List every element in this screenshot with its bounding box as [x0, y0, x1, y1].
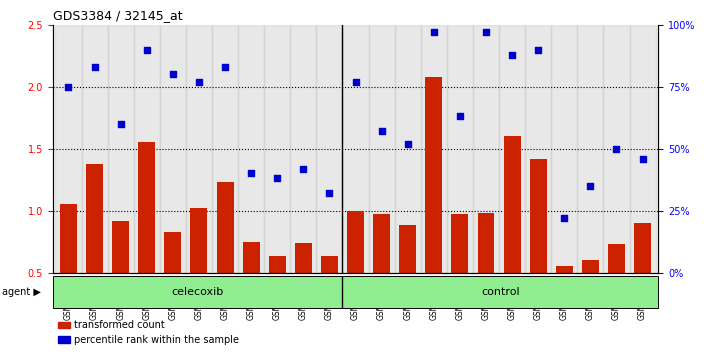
Bar — [53, 276, 342, 308]
Bar — [525, 25, 551, 273]
Bar — [160, 25, 186, 273]
Bar — [451, 215, 468, 273]
Bar — [499, 25, 525, 273]
Point — [298, 166, 309, 171]
Bar — [629, 25, 655, 273]
Point — [428, 29, 439, 35]
Bar — [186, 25, 212, 273]
Point — [376, 129, 387, 134]
Bar — [421, 25, 447, 273]
Bar — [86, 164, 103, 273]
Bar — [373, 215, 390, 273]
Point — [402, 141, 413, 147]
Point — [506, 52, 517, 57]
Point — [559, 215, 570, 221]
Bar — [134, 25, 160, 273]
Bar — [212, 25, 238, 273]
Bar — [529, 159, 547, 273]
Bar — [243, 242, 260, 273]
Bar — [347, 211, 364, 273]
Bar — [582, 260, 599, 273]
Bar — [217, 182, 234, 273]
Bar — [108, 25, 134, 273]
Bar — [264, 25, 290, 273]
Bar — [60, 205, 77, 273]
Bar — [634, 223, 651, 273]
Bar — [369, 25, 395, 273]
Point — [141, 47, 152, 52]
Bar — [342, 25, 369, 273]
Bar — [342, 276, 658, 308]
Bar — [238, 25, 264, 273]
Bar — [425, 77, 442, 273]
Point — [480, 29, 491, 35]
Bar — [477, 213, 494, 273]
Text: control: control — [481, 287, 520, 297]
Bar — [316, 25, 342, 273]
Bar — [503, 136, 520, 273]
Point — [115, 121, 126, 127]
Point — [637, 156, 648, 161]
Bar — [603, 25, 629, 273]
Point — [220, 64, 231, 70]
Point — [168, 72, 179, 77]
Legend: transformed count, percentile rank within the sample: transformed count, percentile rank withi… — [54, 316, 242, 349]
Bar — [473, 25, 499, 273]
Bar — [295, 243, 312, 273]
Point — [350, 79, 361, 85]
Bar — [399, 225, 416, 273]
Bar — [447, 25, 473, 273]
Point — [324, 190, 335, 196]
Point — [585, 183, 596, 189]
Bar — [290, 25, 316, 273]
Bar — [577, 25, 603, 273]
Bar — [82, 25, 108, 273]
Text: GDS3384 / 32145_at: GDS3384 / 32145_at — [53, 9, 182, 22]
Point — [246, 171, 257, 176]
Text: celecoxib: celecoxib — [172, 287, 224, 297]
Bar — [56, 25, 82, 273]
Bar — [112, 221, 129, 273]
Bar — [269, 256, 286, 273]
Text: agent ▶: agent ▶ — [2, 287, 41, 297]
Bar — [395, 25, 421, 273]
Point — [532, 47, 543, 52]
Bar — [608, 244, 625, 273]
Point — [63, 84, 74, 90]
Point — [454, 114, 465, 119]
Bar — [191, 208, 208, 273]
Bar — [321, 256, 338, 273]
Point — [272, 176, 283, 181]
Bar — [556, 266, 573, 273]
Point — [194, 79, 205, 85]
Point — [611, 146, 622, 152]
Bar — [164, 232, 182, 273]
Bar — [138, 143, 155, 273]
Bar — [551, 25, 577, 273]
Point — [89, 64, 100, 70]
